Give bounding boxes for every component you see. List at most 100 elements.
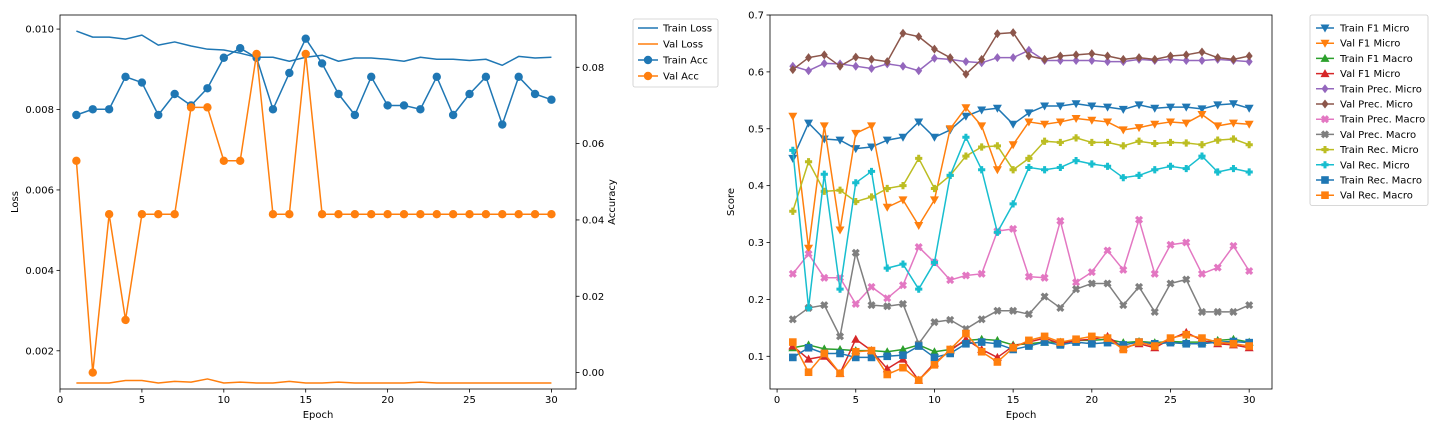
data-point — [883, 294, 892, 303]
data-point — [317, 210, 327, 219]
data-point — [514, 72, 523, 82]
data-point — [383, 210, 392, 219]
series-train-acc — [72, 34, 556, 129]
data-point — [1009, 200, 1017, 208]
data-point — [1103, 118, 1113, 127]
data-point — [1072, 278, 1081, 287]
legend-label: Val F1 Micro — [1340, 39, 1400, 50]
legend-item: Train Prec. Micro — [1316, 84, 1422, 95]
data-point — [1072, 335, 1080, 344]
x-tick-label: 0 — [774, 395, 780, 406]
legend-swatch-marker — [1320, 130, 1330, 139]
x-axis-label: Epoch — [303, 410, 334, 421]
data-point — [898, 344, 908, 353]
data-point — [1055, 118, 1065, 127]
data-point — [1245, 301, 1254, 310]
data-point — [914, 376, 923, 384]
x-tick-label: 15 — [299, 395, 312, 406]
data-point — [1151, 54, 1159, 64]
data-point — [1088, 339, 1096, 348]
data-point — [1119, 345, 1128, 354]
series-line — [792, 338, 1250, 353]
data-point — [820, 58, 828, 68]
data-point — [1135, 137, 1143, 145]
data-point — [1135, 171, 1143, 180]
y-axis-label: Score — [726, 188, 737, 216]
legend-item: Val Prec. Micro — [1316, 99, 1413, 111]
data-point — [1229, 241, 1238, 250]
data-point — [399, 101, 409, 110]
data-point — [121, 72, 130, 82]
data-point — [1072, 157, 1080, 165]
data-point — [1198, 339, 1206, 348]
data-point — [170, 210, 179, 219]
plot-frame — [769, 14, 1273, 390]
data-point — [930, 258, 939, 267]
data-point — [804, 244, 814, 253]
data-point — [898, 281, 908, 290]
data-point — [978, 166, 986, 174]
data-point — [1024, 272, 1033, 281]
data-point — [789, 146, 797, 154]
data-point — [1071, 100, 1081, 109]
data-point — [1151, 139, 1159, 148]
data-point — [804, 343, 813, 352]
data-point — [1118, 105, 1128, 114]
legend-item: Val F1 Micro — [1316, 39, 1400, 50]
data-point — [867, 143, 877, 152]
data-point — [1104, 57, 1112, 67]
data-point — [1166, 240, 1175, 249]
data-point — [899, 61, 907, 71]
series-val-prec-macro — [788, 248, 1254, 348]
data-point — [1040, 292, 1049, 301]
data-point — [1229, 54, 1237, 64]
data-point — [154, 110, 163, 120]
data-point — [867, 353, 876, 362]
data-point — [530, 89, 540, 99]
data-point — [930, 184, 939, 193]
data-point — [1008, 141, 1018, 150]
data-point — [852, 61, 860, 71]
data-point — [899, 182, 907, 190]
series-line — [75, 53, 552, 374]
data-point — [867, 282, 876, 291]
data-point — [1182, 50, 1190, 60]
data-point — [820, 273, 829, 282]
y-tick-label: 0.004 — [25, 266, 54, 277]
data-point — [1009, 306, 1018, 315]
data-point — [915, 154, 923, 162]
data-point — [481, 72, 491, 82]
data-point — [1008, 120, 1018, 129]
y-tick-label: 0.1 — [748, 352, 764, 363]
y2-tick-label: 0.06 — [582, 139, 604, 150]
legend-item: Train Rec. Macro — [1316, 176, 1422, 187]
data-point — [993, 53, 1001, 63]
data-point — [1150, 120, 1160, 129]
data-point — [804, 354, 814, 363]
data-point — [930, 361, 939, 369]
data-point — [399, 210, 409, 219]
data-point — [788, 315, 797, 324]
data-point — [851, 248, 860, 257]
data-point — [1056, 163, 1064, 172]
series-line — [76, 378, 552, 384]
data-point — [1244, 120, 1254, 129]
series-train-f1-micro — [788, 100, 1254, 163]
data-point — [882, 203, 892, 212]
data-point — [804, 368, 813, 377]
legend-label: Val Acc — [663, 72, 699, 83]
data-point — [1056, 138, 1064, 147]
data-point — [914, 118, 924, 127]
y-tick-label: 0.002 — [25, 346, 54, 357]
data-point — [961, 104, 971, 113]
data-point — [992, 104, 1002, 113]
data-point — [977, 269, 986, 278]
data-point — [930, 44, 938, 54]
data-point — [72, 110, 81, 120]
data-point — [1040, 338, 1049, 346]
legend-label: Train F1 Micro — [1339, 24, 1409, 35]
data-point — [1103, 279, 1112, 288]
series-val-f1-micro — [788, 104, 1254, 253]
data-point — [1056, 56, 1064, 66]
legend-item: Val Rec. Macro — [1316, 191, 1413, 202]
